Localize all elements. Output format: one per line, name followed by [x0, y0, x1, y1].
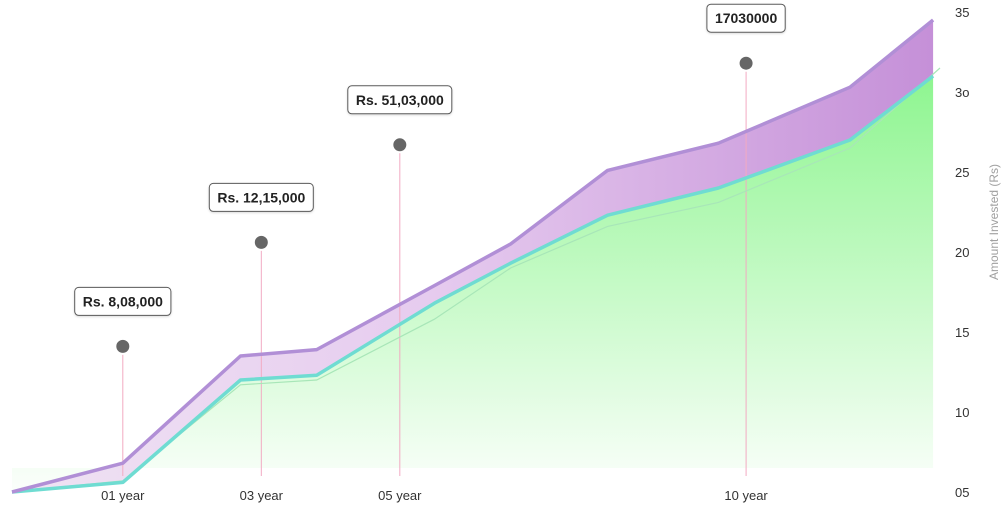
y-axis: 35 3o 25 20 15 10 05 — [955, 5, 969, 500]
x-tick-label-2: 03 year — [240, 488, 284, 503]
marker-dot-2 — [252, 233, 270, 251]
marker-dot-1 — [114, 337, 132, 355]
callout-box-1 — [74, 286, 172, 316]
x-tick-label-1: 01 year — [101, 488, 145, 503]
y-tick-label-1: 35 — [955, 5, 969, 20]
invested-line — [11, 74, 935, 494]
callout-2: Rs. 12,15,000 — [208, 182, 314, 212]
callout-label-4: 17030000 — [715, 10, 778, 26]
callout-label-3: Rs. 51,03,000 — [356, 92, 444, 108]
callout-box-4 — [706, 3, 786, 33]
y-tick-label-6: 10 — [955, 405, 969, 420]
callout-box-2 — [208, 182, 314, 212]
x-tick-label-3: 05 year — [378, 488, 422, 503]
series-lines — [11, 18, 941, 494]
y-tick-label-4: 20 — [955, 245, 969, 260]
callout-box-3 — [347, 85, 453, 115]
callout-label-1: Rs. 8,08,000 — [83, 293, 163, 309]
x-axis: 01 year 03 year 05 year 10 year — [101, 488, 768, 503]
value-callouts: Rs. 8,08,000 Rs. 12,15,000 Rs. 51,03,000 17… — [74, 3, 786, 316]
callout-1: Rs. 8,08,000 — [74, 286, 172, 316]
y-tick-label-5: 15 — [955, 325, 969, 340]
y-tick-label-3: 25 — [955, 165, 969, 180]
y-tick-label-2: 3o — [955, 85, 969, 100]
y-axis-title: Amount Invested (Rs) — [987, 164, 1001, 280]
callout-label-2: Rs. 12,15,000 — [217, 189, 305, 205]
data-markers — [114, 54, 755, 355]
marker-dot-3 — [391, 136, 409, 154]
area-layer — [12, 20, 934, 492]
x-tick-label-4: 10 year — [724, 488, 768, 503]
total-value-line — [11, 18, 935, 494]
callout-3: Rs. 51,03,000 — [347, 85, 453, 115]
returns-area — [12, 20, 934, 492]
marker-dot-4 — [737, 54, 755, 72]
callout-4: 17030000 — [706, 3, 786, 33]
y-tick-label-7: 05 — [955, 485, 969, 500]
